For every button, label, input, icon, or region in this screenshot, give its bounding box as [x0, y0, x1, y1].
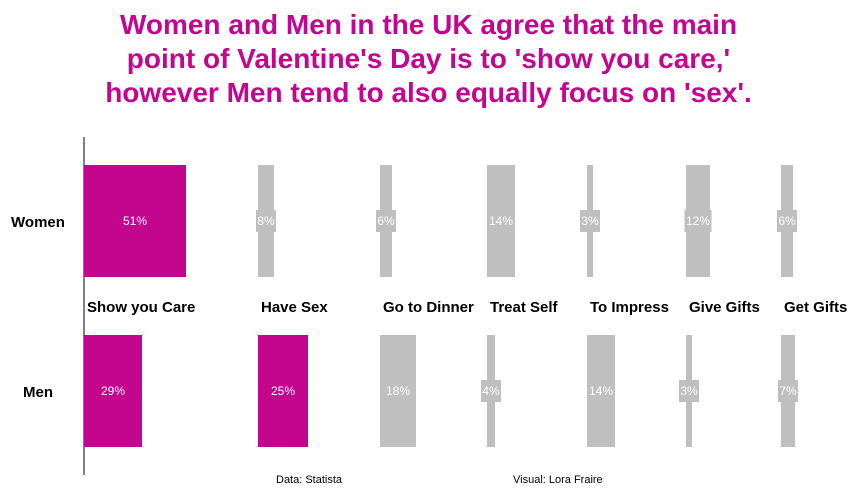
footer-credit: Visual: Lora Fraire — [513, 474, 603, 486]
data-label-bg-women-go-to-dinner — [376, 210, 396, 232]
category-label-to-impress: To Impress — [590, 299, 669, 316]
data-label-bg-men-get-gifts — [778, 380, 798, 402]
data-label-bg-women-have-sex — [256, 210, 276, 232]
chart-title-line-3: however Men tend to also equally focus o… — [105, 77, 752, 108]
bar-women-show-you-care — [84, 165, 186, 277]
data-label-men-show-you-care: 29% — [101, 384, 125, 398]
data-label-bg-men-give-gifts — [679, 380, 699, 402]
data-label-women-treat-self: 14% — [489, 214, 513, 228]
data-label-women-have-sex: 8% — [257, 214, 275, 228]
row-label-women: Women — [11, 214, 65, 231]
data-label-men-to-impress: 14% — [589, 384, 613, 398]
category-label-have-sex: Have Sex — [261, 299, 328, 316]
bar-women-treat-self — [487, 165, 515, 277]
data-label-women-give-gifts: 12% — [686, 214, 710, 228]
data-label-bg-men-treat-self — [481, 380, 501, 402]
bar-men-show-you-care — [84, 335, 142, 447]
chart-title: Women and Men in the UK agree that the m… — [0, 8, 857, 110]
chart-title-line-1: Women and Men in the UK agree that the m… — [119, 9, 738, 40]
data-label-women-show-you-care: 51% — [123, 214, 147, 228]
data-label-women-go-to-dinner: 6% — [377, 214, 395, 228]
chart-title-line-2: point of Valentine's Day is to 'show you… — [126, 43, 731, 74]
category-label-treat-self: Treat Self — [490, 299, 559, 316]
data-label-men-treat-self: 4% — [482, 384, 500, 398]
data-label-men-have-sex: 25% — [271, 384, 295, 398]
category-label-show-you-care: Show you Care — [87, 299, 195, 316]
bar-men-to-impress — [587, 335, 615, 447]
footer-source: Data: Statista — [276, 474, 343, 486]
category-label-give-gifts: Give Gifts — [689, 299, 760, 316]
category-label-get-gifts: Get Gifts — [784, 299, 847, 316]
bar-men-have-sex — [258, 335, 308, 447]
data-label-women-get-gifts: 6% — [778, 214, 796, 228]
data-label-bg-women-give-gifts — [684, 210, 712, 232]
category-label-go-to-dinner: Go to Dinner — [383, 299, 474, 316]
row-label-men: Men — [23, 384, 53, 401]
data-label-women-to-impress: 3% — [581, 214, 599, 228]
data-label-men-give-gifts: 3% — [680, 384, 698, 398]
data-label-men-get-gifts: 7% — [779, 384, 797, 398]
data-label-men-go-to-dinner: 18% — [386, 384, 410, 398]
data-label-bg-women-get-gifts — [777, 210, 797, 232]
data-label-bg-women-to-impress — [580, 210, 600, 232]
bar-men-go-to-dinner — [380, 335, 416, 447]
